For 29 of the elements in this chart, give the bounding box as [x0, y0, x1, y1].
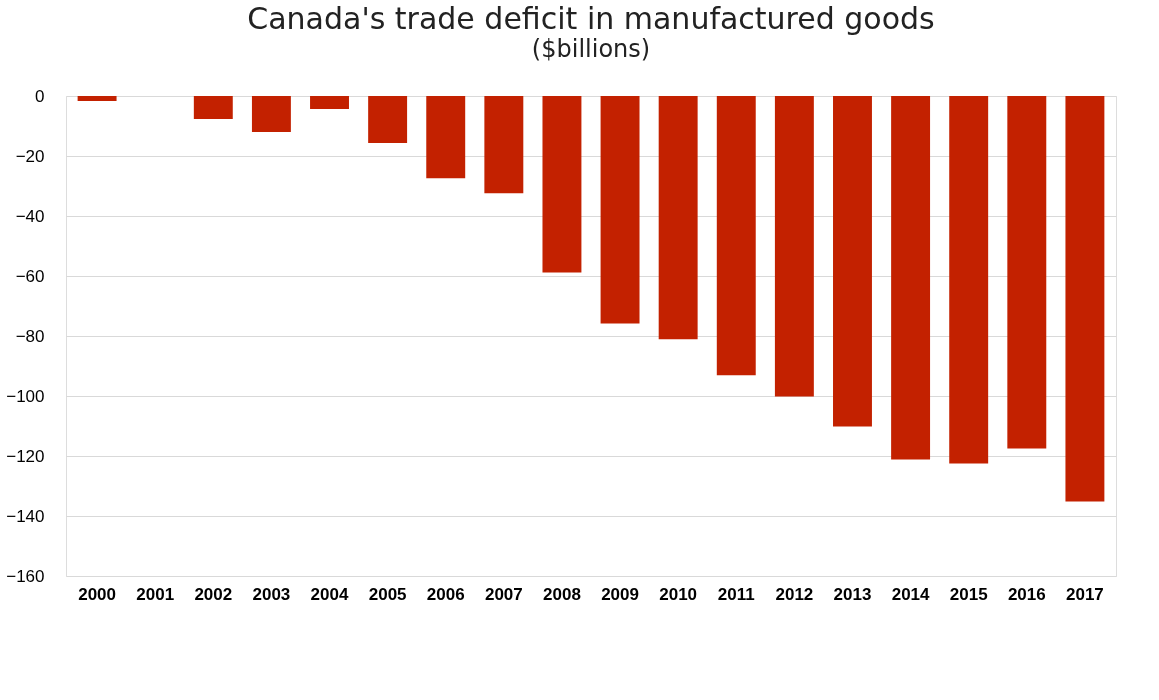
x-tick-label: 2016	[1007, 584, 1046, 604]
y-tick-label: −100	[6, 386, 45, 406]
chart-subtitle: ($billions)	[531, 35, 651, 63]
y-tick-label: −140	[6, 506, 45, 526]
x-tick-label: 2006	[426, 584, 465, 604]
y-tick-label: −160	[6, 566, 45, 586]
x-tick-label: 2007	[484, 584, 523, 604]
x-tick-label: 2012	[775, 584, 814, 604]
x-tick-label: 2003	[252, 584, 291, 604]
x-tick-label: 2011	[717, 584, 755, 604]
y-tick-label: 0	[35, 86, 45, 106]
y-tick-label: −40	[15, 206, 45, 226]
y-tick-label: −120	[6, 446, 45, 466]
y-tick-label: −20	[15, 146, 45, 166]
y-tick-label: −80	[15, 326, 45, 346]
x-tick-label: 2001	[136, 584, 175, 604]
x-tick-label: 2015	[949, 584, 988, 604]
x-tick-label: 2000	[78, 584, 116, 604]
x-tick-label: 2013	[833, 584, 872, 604]
x-tick-label: 2009	[601, 584, 639, 604]
x-tick-label: 2004	[310, 584, 349, 604]
x-tick-label: 2002	[194, 584, 233, 604]
x-tick-label: 2017	[1066, 584, 1104, 604]
x-tick-label: 2010	[659, 584, 698, 604]
y-tick-label: −60	[15, 266, 45, 286]
x-tick-label: 2008	[543, 584, 581, 604]
chart-title: Canada's trade deficit in manufactured goods	[247, 1, 935, 36]
x-tick-label: 2005	[368, 584, 407, 604]
x-tick-label: 2014	[891, 584, 931, 604]
